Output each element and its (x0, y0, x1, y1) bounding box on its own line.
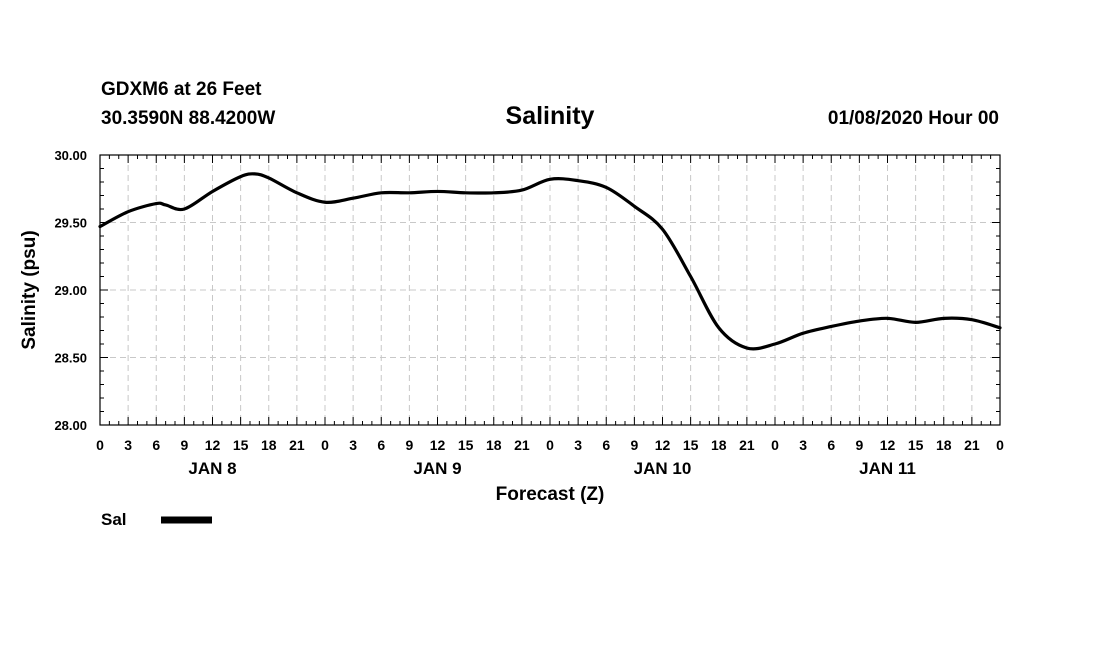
x-tick-label: 21 (739, 437, 755, 453)
coords-label: 30.3590N 88.4200W (101, 108, 275, 129)
x-tick-label: 3 (349, 437, 357, 453)
y-tick-label: 28.50 (54, 351, 87, 366)
x-tick-label: 12 (205, 437, 221, 453)
x-tick-label: 21 (964, 437, 980, 453)
y-tick-label: 29.50 (54, 216, 87, 231)
grid-layer (100, 155, 1000, 425)
x-tick-label: 18 (486, 437, 502, 453)
x-tick-label: 15 (233, 437, 249, 453)
x-tick-label: 0 (996, 437, 1004, 453)
x-tick-label: 0 (546, 437, 554, 453)
x-tick-label: 9 (630, 437, 638, 453)
x-tick-label: 6 (377, 437, 385, 453)
x-axis-label: Forecast (Z) (496, 484, 605, 505)
y-tick-label: 30.00 (54, 148, 87, 163)
x-tick-label: 0 (321, 437, 329, 453)
y-tick-label: 28.00 (54, 418, 87, 433)
x-tick-label: 6 (152, 437, 160, 453)
x-tick-label: 9 (180, 437, 188, 453)
x-tick-label: 18 (936, 437, 952, 453)
label-layer: 28.00 28.50 29.00 29.50 30.00 0 3 6 9 12 15 18 21 0 3 6… (54, 148, 1004, 478)
series-line-sal (98, 172, 1002, 351)
x-tick-label: 21 (514, 437, 530, 453)
x-tick-label: 3 (799, 437, 807, 453)
x-tick-label: 6 (827, 437, 835, 453)
data-layer (98, 172, 1002, 351)
y-tick-label: 29.00 (54, 283, 87, 298)
x-tick-label: 6 (602, 437, 610, 453)
x-tick-label: 15 (458, 437, 474, 453)
plot-frame (99, 154, 1001, 426)
x-tick-label: 12 (430, 437, 446, 453)
chart-title: Salinity (506, 102, 595, 130)
day-label: JAN 9 (413, 459, 461, 478)
x-tick-label: 21 (289, 437, 305, 453)
x-tick-label: 15 (683, 437, 699, 453)
x-tick-label: 18 (261, 437, 277, 453)
x-tick-label: 0 (771, 437, 779, 453)
legend-label-sal: Sal (101, 510, 127, 529)
x-tick-label: 9 (405, 437, 413, 453)
day-label: JAN 10 (634, 459, 692, 478)
x-tick-label: 3 (574, 437, 582, 453)
day-label: JAN 8 (188, 459, 236, 478)
legend: Sal (101, 510, 212, 529)
x-tick-label: 12 (880, 437, 896, 453)
y-axis-label: Salinity (psu) (19, 230, 40, 349)
x-tick-label: 15 (908, 437, 924, 453)
x-tick-label: 18 (711, 437, 727, 453)
tick-layer (99, 154, 1001, 426)
x-tick-label: 12 (655, 437, 671, 453)
run-time-label: 01/08/2020 Hour 00 (828, 108, 999, 129)
day-label: JAN 11 (859, 459, 916, 478)
x-tick-label: 9 (855, 437, 863, 453)
station-label: GDXM6 at 26 Feet (101, 79, 262, 100)
x-tick-label: 3 (124, 437, 132, 453)
x-tick-label: 0 (96, 437, 104, 453)
